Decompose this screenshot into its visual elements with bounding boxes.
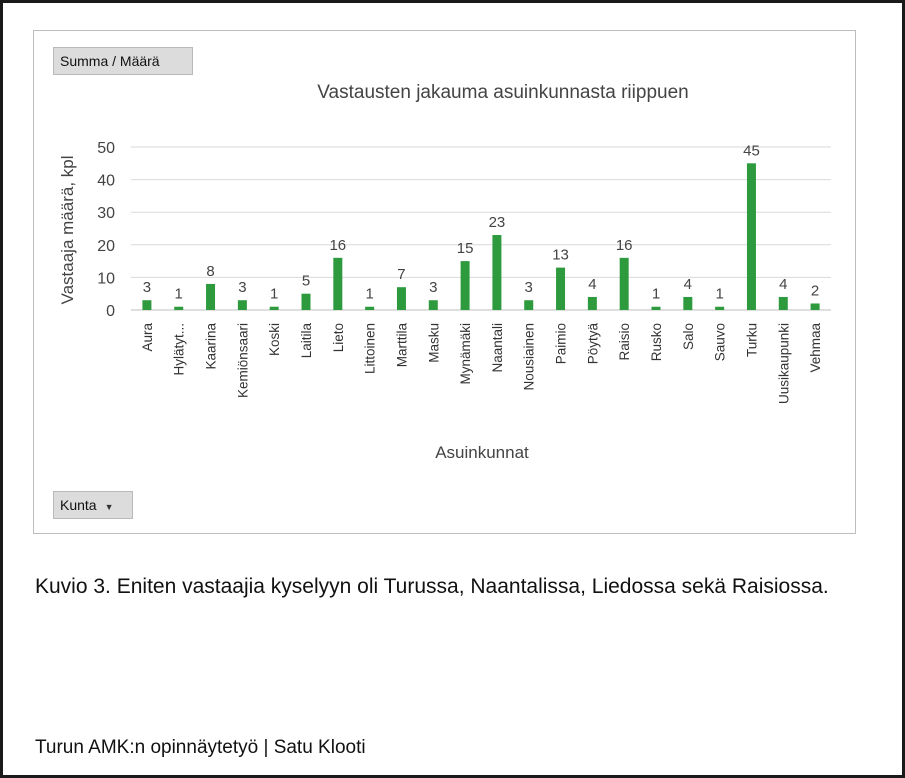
data-label: 3 bbox=[429, 279, 437, 296]
data-label: 3 bbox=[143, 279, 151, 296]
data-label: 4 bbox=[588, 276, 596, 293]
x-tick-label: Mynämäki bbox=[458, 323, 473, 385]
data-label: 1 bbox=[365, 286, 373, 303]
data-label: 4 bbox=[684, 276, 692, 293]
x-tick-label: Marttila bbox=[394, 323, 409, 368]
figure-caption: Kuvio 3. Eniten vastaajia kyselyyn oli T… bbox=[35, 575, 829, 598]
data-label: 16 bbox=[329, 237, 346, 254]
x-tick-label: Kemiönsaari bbox=[235, 323, 250, 398]
x-tick-label: Laitila bbox=[299, 323, 314, 359]
x-tick-label: Koski bbox=[267, 323, 282, 356]
axis-field-label: Kunta bbox=[60, 497, 97, 513]
chart-title: Vastausten jakauma asuinkunnasta riippue… bbox=[317, 82, 688, 103]
bar bbox=[460, 261, 470, 310]
y-axis-ticks: 0 10 20 30 40 50 bbox=[97, 140, 115, 320]
bar bbox=[492, 235, 502, 310]
value-field-button[interactable]: Summa / Määrä bbox=[53, 47, 193, 75]
x-tick-label: Turku bbox=[744, 323, 759, 357]
bar bbox=[428, 300, 438, 310]
x-tick-label: Sauvo bbox=[713, 323, 728, 361]
bar bbox=[301, 293, 311, 310]
x-axis-ticks: Aura Hylätyt... Kaarina Kemiönsaari Koski Lai… bbox=[140, 323, 823, 405]
data-label: 4 bbox=[779, 276, 787, 293]
data-label: 3 bbox=[238, 279, 246, 296]
bar bbox=[206, 283, 216, 310]
data-label: 16 bbox=[616, 237, 633, 254]
x-tick-label: Hylätyt... bbox=[172, 323, 187, 376]
x-tick-label: Uusikaupunki bbox=[776, 323, 791, 404]
y-tick-label: 10 bbox=[97, 270, 115, 287]
x-tick-label: Masku bbox=[426, 323, 441, 363]
bar bbox=[142, 300, 152, 310]
x-tick-label: Rusko bbox=[649, 323, 664, 361]
y-tick-label: 20 bbox=[97, 238, 115, 255]
bar bbox=[269, 306, 279, 310]
x-tick-label: Lieto bbox=[331, 323, 346, 352]
bar bbox=[174, 306, 184, 310]
bars bbox=[142, 163, 820, 310]
bar bbox=[365, 306, 375, 310]
data-label: 23 bbox=[489, 214, 506, 231]
bar bbox=[333, 257, 343, 310]
y-tick-label: 0 bbox=[106, 303, 115, 320]
bar bbox=[778, 296, 788, 310]
dropdown-arrow-icon: ▼ bbox=[104, 502, 114, 512]
x-axis-label: Asuinkunnat bbox=[435, 443, 529, 462]
bar bbox=[396, 287, 406, 310]
data-label: 3 bbox=[525, 279, 533, 296]
x-tick-label: Naantali bbox=[490, 323, 505, 373]
bar bbox=[587, 296, 597, 310]
data-label: 1 bbox=[270, 286, 278, 303]
bar-chart: Vastausten jakauma asuinkunnasta riippue… bbox=[58, 82, 831, 462]
gridlines bbox=[131, 146, 831, 311]
bar bbox=[556, 267, 566, 310]
data-label: 7 bbox=[397, 266, 405, 283]
bar bbox=[237, 300, 247, 310]
x-tick-label: Paimio bbox=[554, 323, 569, 364]
page-footer: Turun AMK:n opinnäytetyö | Satu Klooti bbox=[35, 737, 366, 758]
value-field-label: Summa / Määrä bbox=[60, 53, 160, 69]
data-label: 1 bbox=[652, 286, 660, 303]
x-tick-label: Salo bbox=[681, 323, 696, 350]
data-label: 15 bbox=[457, 240, 474, 257]
bar bbox=[524, 300, 534, 310]
x-tick-label: Nousiainen bbox=[522, 323, 537, 391]
y-tick-label: 40 bbox=[97, 173, 115, 190]
y-axis-label: Vastaaja määrä, kpl bbox=[58, 156, 77, 305]
x-tick-label: Kaarina bbox=[204, 323, 219, 370]
bar bbox=[810, 303, 820, 310]
y-tick-label: 50 bbox=[97, 140, 115, 157]
data-label: 13 bbox=[552, 247, 569, 264]
bar bbox=[746, 163, 756, 310]
bar bbox=[683, 296, 693, 310]
data-label: 45 bbox=[743, 142, 760, 159]
data-label: 1 bbox=[175, 286, 183, 303]
data-label: 5 bbox=[302, 273, 310, 290]
data-label: 1 bbox=[715, 286, 723, 303]
x-tick-label: Pöytyä bbox=[585, 323, 600, 365]
y-tick-label: 30 bbox=[97, 205, 115, 222]
x-tick-label: Raisio bbox=[617, 323, 632, 361]
bar bbox=[715, 306, 725, 310]
chart-area bbox=[33, 30, 856, 534]
bar bbox=[619, 257, 629, 310]
bar bbox=[651, 306, 661, 310]
data-label: 8 bbox=[206, 263, 214, 280]
data-label: 2 bbox=[811, 282, 819, 299]
x-tick-label: Aura bbox=[140, 323, 155, 352]
x-tick-label: Vehmaa bbox=[808, 323, 823, 373]
axis-field-button[interactable]: Kunta ▼ bbox=[53, 491, 133, 519]
x-tick-label: Littoinen bbox=[363, 323, 378, 374]
